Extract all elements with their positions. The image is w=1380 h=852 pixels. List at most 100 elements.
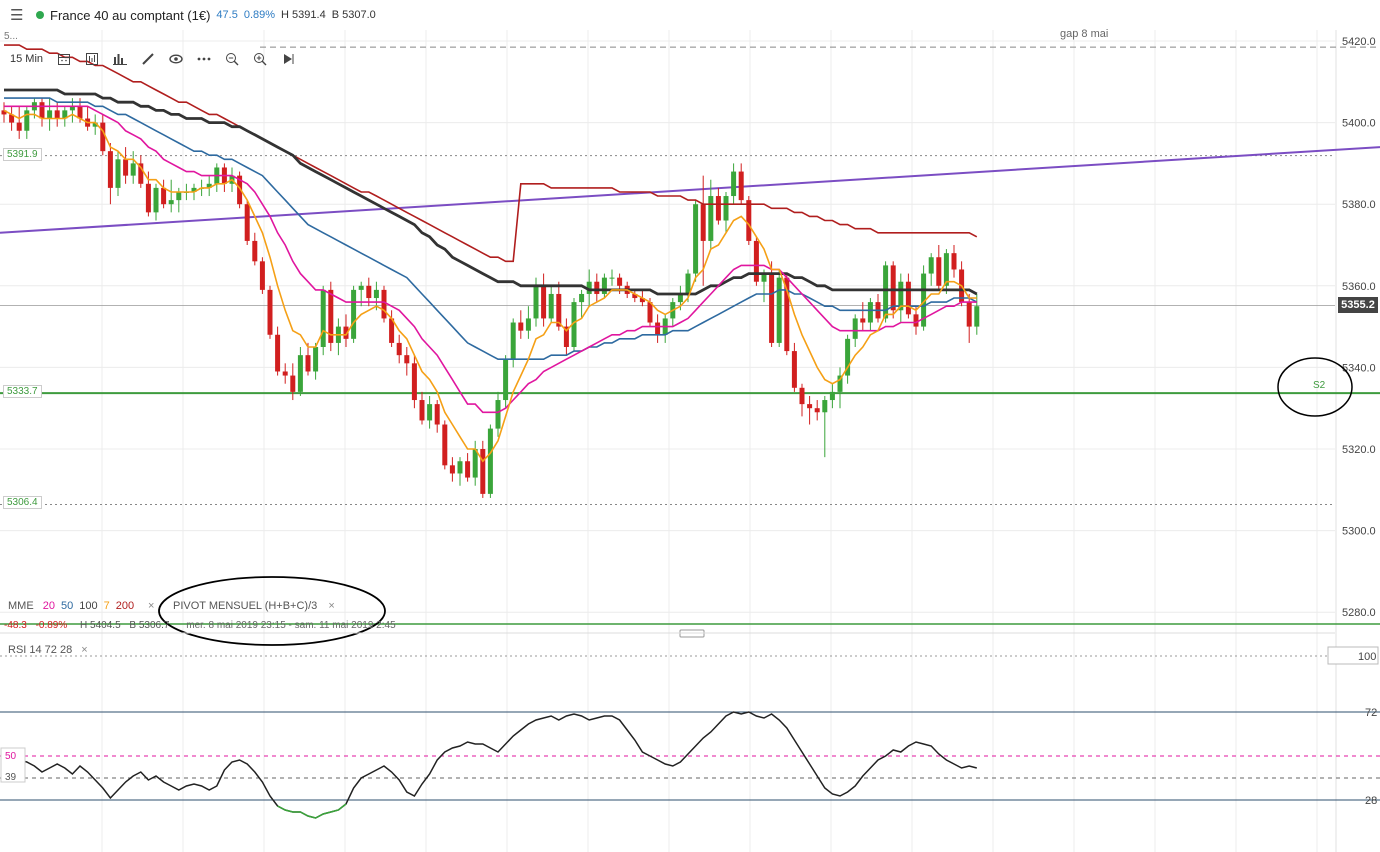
price-tick-label: 5340.0 [1342, 362, 1376, 374]
candle-body [449, 465, 455, 474]
candle-body [890, 265, 896, 311]
candle-body [1, 110, 7, 115]
ema-period-20: 20 [42, 600, 55, 612]
ema100-line [4, 88, 978, 296]
s2-label: S2 [1313, 380, 1326, 391]
pivot-label: PIVOT MENSUEL (H+B+C)/3 [173, 600, 318, 612]
candle-body [883, 265, 889, 319]
close-ema-icon[interactable]: × [148, 600, 155, 612]
rsi-label: RSI 14 72 28 [8, 644, 73, 656]
chart-toolbar: 15 Min [10, 48, 309, 70]
timeframe-selector[interactable]: 15 Min [10, 53, 44, 65]
rsi-left-marker [0, 747, 26, 783]
candle-body [822, 400, 828, 413]
candle-body [267, 289, 273, 335]
pivot-legend[interactable]: PIVOT MENSUEL (H+B+C)/3 × [173, 600, 335, 612]
candle-body [814, 408, 820, 413]
info-low: B 5306.7 [129, 620, 170, 631]
low-value: B 5307.0 [331, 9, 376, 21]
candle-body [92, 122, 98, 127]
price-tick-label: 5280.0 [1342, 607, 1376, 619]
rsi-tick-label: 72 [1365, 707, 1377, 719]
price-tick-label: 5420.0 [1342, 36, 1376, 48]
instrument-name[interactable]: France 40 au comptant (1€) [50, 7, 211, 23]
more-icon[interactable] [197, 52, 211, 66]
calendar-icon[interactable] [57, 52, 71, 66]
info-range: mer. 8 mai 2019 23:15 - sam. 11 mai 2019… [186, 620, 396, 631]
candle-body [9, 114, 15, 123]
candle-body [533, 285, 539, 319]
candle-body [966, 302, 972, 327]
rsi-tick-label: 28 [1365, 795, 1377, 807]
rsi-tick-label: 100 [1358, 651, 1376, 663]
y-axis: 5280.0 5300.0 5320.0 5340.0 5360.0 5380.0 5400… [0, 36, 1379, 807]
candle-body [252, 240, 258, 262]
close-rsi-icon[interactable]: × [81, 644, 88, 656]
candle-body [39, 102, 45, 119]
play-icon[interactable] [281, 52, 295, 66]
ema-periods: 20 50 100 7 200 [37, 600, 134, 612]
candle-body [867, 302, 873, 323]
candle-body [548, 293, 554, 319]
candle-body [563, 326, 569, 347]
draw-icon[interactable] [141, 52, 155, 66]
candle-body [746, 200, 752, 241]
trend-line [0, 146, 1380, 234]
rsi-oversold-segment [277, 803, 347, 819]
close-pivot-icon[interactable]: × [328, 600, 335, 612]
candle-body [647, 302, 653, 323]
candle-body [161, 187, 167, 205]
candle-body [411, 363, 417, 401]
pivot-legend-circle [158, 576, 386, 646]
ema200-line [4, 44, 978, 263]
candle-body [677, 293, 683, 303]
menu-icon[interactable]: ☰ [10, 7, 24, 24]
candle-body [510, 322, 516, 360]
market-status-dot [36, 11, 44, 19]
candle-body [525, 318, 531, 331]
candle-body [77, 106, 83, 119]
candle-body [837, 375, 843, 392]
zoom-out-icon[interactable] [225, 52, 239, 66]
candle-body [943, 253, 949, 286]
change-percent: 0.89% [243, 9, 276, 21]
candle-body [107, 151, 113, 188]
candle-body [434, 404, 440, 425]
candle-body [738, 171, 744, 201]
candle-body [761, 273, 767, 282]
candle-body [62, 110, 68, 119]
candle-body [715, 196, 721, 221]
eye-icon[interactable] [169, 52, 183, 66]
candle-body [138, 163, 144, 184]
ema20-line [4, 105, 977, 414]
bar-chart-icon[interactable] [85, 52, 99, 66]
candle-body [693, 204, 699, 274]
candle-body [518, 322, 524, 331]
candle-body [799, 387, 805, 405]
change-value: 47.5 [216, 9, 238, 21]
candle-body [366, 285, 372, 299]
level-label-1: 5391.9 [3, 148, 42, 161]
candle-body [24, 110, 30, 131]
candle-body [313, 347, 319, 372]
candle-body [860, 318, 866, 323]
candle-body [176, 191, 182, 201]
candle-body [320, 289, 326, 347]
candle-body [297, 355, 303, 392]
candle-body [328, 289, 334, 343]
indicator-icon[interactable] [113, 52, 128, 66]
candle-body [579, 293, 585, 303]
rsi-tick-label: 50 [5, 751, 17, 762]
candle-body [898, 281, 904, 311]
zoom-in-icon[interactable] [253, 52, 267, 66]
ema-legend[interactable]: MME 20 50 100 7 200 [8, 600, 134, 612]
ema-label: MME [8, 600, 34, 612]
ema-period-200: 200 [115, 600, 135, 612]
price-tick-label: 5320.0 [1342, 444, 1376, 456]
candle-body [617, 277, 623, 286]
candle-body [586, 281, 592, 294]
candle-body [556, 293, 562, 327]
rsi-legend[interactable]: RSI 14 72 28 × [8, 644, 88, 656]
candle-body [845, 338, 851, 376]
